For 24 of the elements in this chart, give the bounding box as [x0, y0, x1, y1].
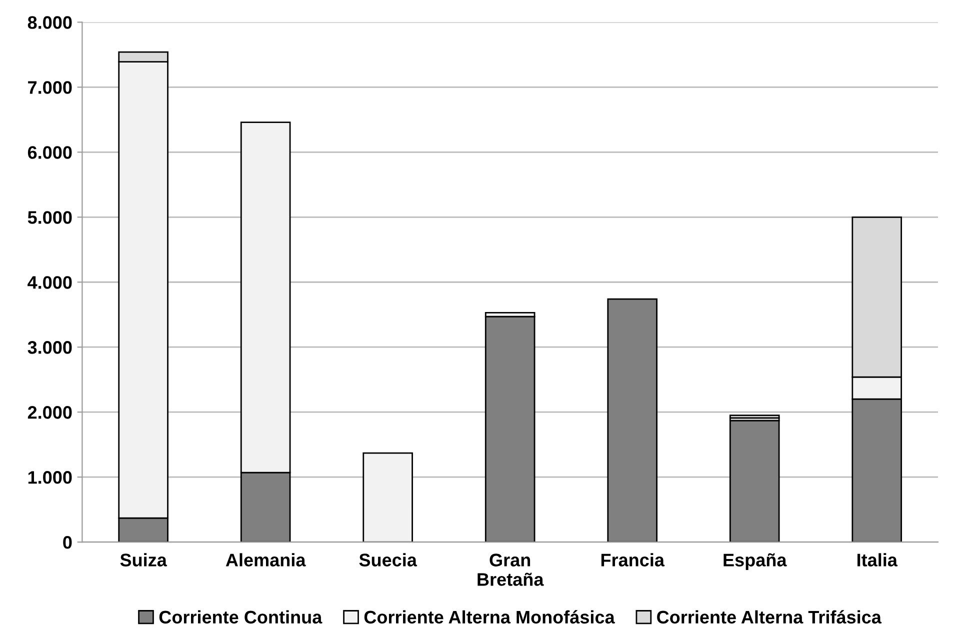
x-tick-label: Suiza — [120, 553, 168, 566]
y-tick-label: 2.000 — [28, 406, 72, 419]
y-tick-label: 1.000 — [28, 471, 72, 484]
x-tick-label: Gran Bretaña — [478, 554, 544, 586]
bar — [729, 420, 780, 542]
y-tick-label: 5.000 — [28, 211, 72, 224]
y-tick-label: 6.000 — [28, 146, 72, 159]
bar — [729, 414, 780, 419]
x-tick-label: Francia — [601, 553, 665, 566]
x-tick-label: Alemania — [226, 553, 306, 566]
x-tick-label: Italia — [858, 553, 898, 566]
y-tick-label: 3.000 — [28, 341, 72, 354]
x-tick-label: Suecia — [359, 553, 418, 566]
legend-label: Corriente Alterna Monofásica — [364, 610, 615, 624]
legend-label: Corriente Alterna Trifásica — [657, 610, 882, 624]
bar — [362, 452, 413, 542]
x-tick-label: España — [724, 553, 787, 570]
bar — [607, 298, 658, 542]
y-tick-label: 8.000 — [28, 16, 72, 29]
y-tick-label: 4.000 — [28, 276, 72, 289]
legend-label: Corriente Continua — [159, 610, 322, 624]
y-tick-label: 7.000 — [28, 81, 72, 94]
y-tick-label: 0 — [63, 536, 72, 549]
bar — [484, 316, 536, 542]
